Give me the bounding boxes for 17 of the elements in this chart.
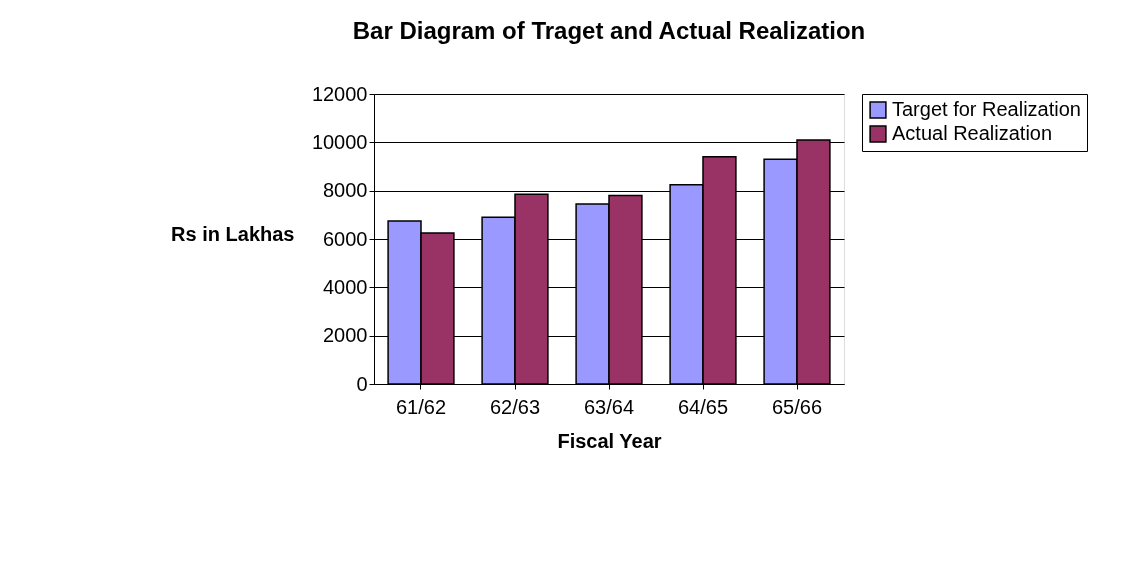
y-tick-label: 6000 [323,227,368,250]
y-tick-label: 10000 [311,130,368,153]
x-tick-label: 62/63 [489,395,541,418]
legend-label: Actual Realization [892,122,1053,144]
y-tick-label: 12000 [311,82,368,105]
y-tick-label: 4000 [323,275,368,298]
x-tick-label: 65/66 [771,395,823,418]
x-axis-title: Fiscal Year [557,429,662,452]
x-tick-label: 61/62 [395,395,447,418]
x-tick-label: 64/65 [677,395,729,418]
x-tick-label: 63/64 [583,395,635,418]
y-axis-title: Rs in Lakhas [171,222,295,245]
y-tick-label: 8000 [323,179,368,202]
chart-title: Bar Diagram of Traget and Actual Realization [352,17,866,44]
y-tick-label: 0 [356,372,368,395]
legend-label: Target for Realization [892,98,1081,120]
y-tick-label: 2000 [323,324,368,347]
